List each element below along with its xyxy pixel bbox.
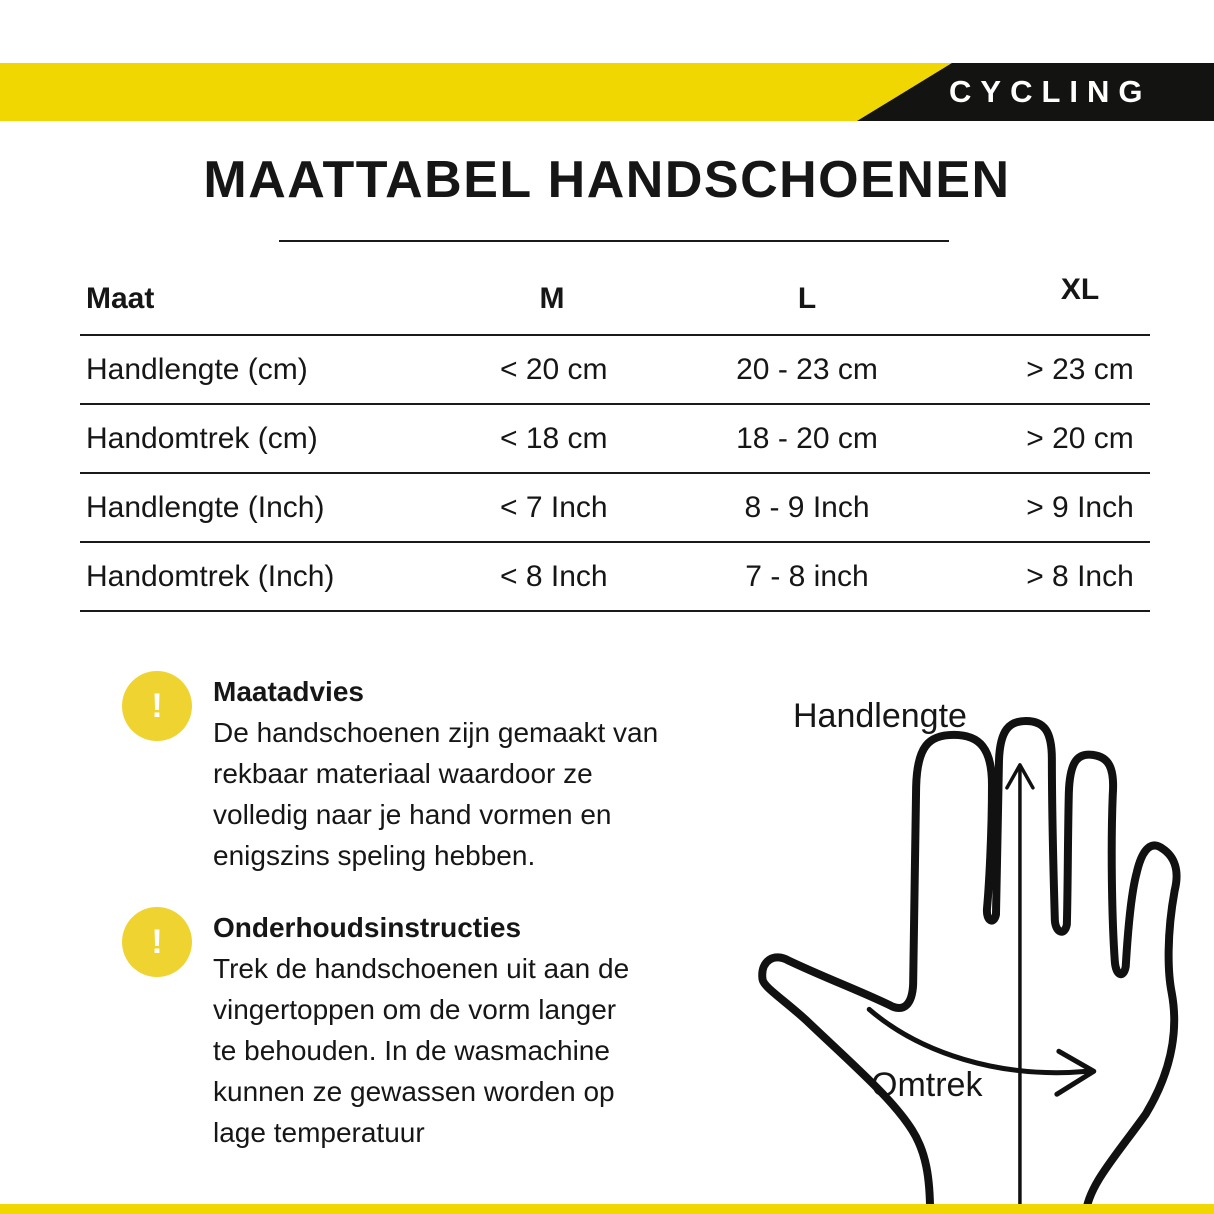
row-value: < 20 cm <box>500 335 608 405</box>
page-title: MAATTABEL HANDSCHOENEN <box>203 151 1011 209</box>
row-value: < 18 cm <box>500 404 608 474</box>
note-title: Maatadvies <box>213 676 364 707</box>
row-value: > 20 cm <box>1010 404 1150 474</box>
table-row: Handomtrek (Inch) < 8 Inch 7 - 8 inch > 8 I… <box>80 542 1150 612</box>
row-label: Handlengte (Inch) <box>80 473 500 543</box>
row-value: > 23 cm <box>1010 335 1150 405</box>
row-value: > 8 Inch <box>1010 542 1150 612</box>
row-label: Handlengte (cm) <box>80 335 500 405</box>
column-header-l: L <box>604 264 1010 336</box>
table-row: Handomtrek (cm) < 18 cm 18 - 20 cm > 20 cm <box>80 404 1150 474</box>
column-header-maat: Maat <box>80 264 500 336</box>
note-care-instructions: ! Onderhoudsinstructies Trek de handscho… <box>122 907 762 1153</box>
table-row: Handlengte (cm) < 20 cm 20 - 23 cm > 23 cm <box>80 335 1150 405</box>
length-arrow <box>1005 763 1035 1214</box>
hand-outline <box>758 716 1181 1214</box>
note-body: De handschoenen zijn gemaakt van rekbaar… <box>213 717 659 871</box>
bottom-accent-strip <box>0 1204 1214 1214</box>
row-value: 7 - 8 inch <box>604 542 1010 612</box>
row-value: 20 - 23 cm <box>604 335 1010 405</box>
table-row: Handlengte (Inch) < 7 Inch 8 - 9 Inch > 9 I… <box>80 473 1150 543</box>
row-value: > 9 Inch <box>1010 473 1150 543</box>
exclamation-icon: ! <box>122 671 192 741</box>
size-table: Maat M L XL Handlengte (cm) < 20 cm 20 - 2… <box>80 255 1150 612</box>
brand-label: CYCLING <box>949 74 1152 109</box>
hand-length-label: Handlengte <box>793 697 967 735</box>
girth-arrow <box>866 1006 1097 1097</box>
note-title: Onderhoudsinstructies <box>213 912 522 943</box>
column-header-m: M <box>500 264 604 336</box>
note-sizing-advice: ! Maatadvies De handschoenen zijn gemaak… <box>122 671 762 876</box>
title-underline <box>279 240 949 242</box>
row-value: 18 - 20 cm <box>604 404 1010 474</box>
row-label: Handomtrek (Inch) <box>80 542 500 612</box>
hand-diagram <box>758 716 1181 1214</box>
size-table-body: Handlengte (cm) < 20 cm 20 - 23 cm > 23 cm H… <box>80 335 1150 612</box>
banner-corner-shape: CYCLING <box>857 63 1214 121</box>
column-header-xl: XL <box>1010 255 1150 327</box>
exclamation-icon: ! <box>122 907 192 977</box>
row-value: < 7 Inch <box>500 473 608 543</box>
row-value: < 8 Inch <box>500 542 608 612</box>
row-value: 8 - 9 Inch <box>604 473 1010 543</box>
note-body: Trek de handschoenen uit aan de vingerto… <box>213 953 630 1148</box>
table-header-row: Maat M L XL <box>80 255 1150 336</box>
top-banner: CYCLING <box>0 63 1214 121</box>
row-label: Handomtrek (cm) <box>80 404 500 474</box>
